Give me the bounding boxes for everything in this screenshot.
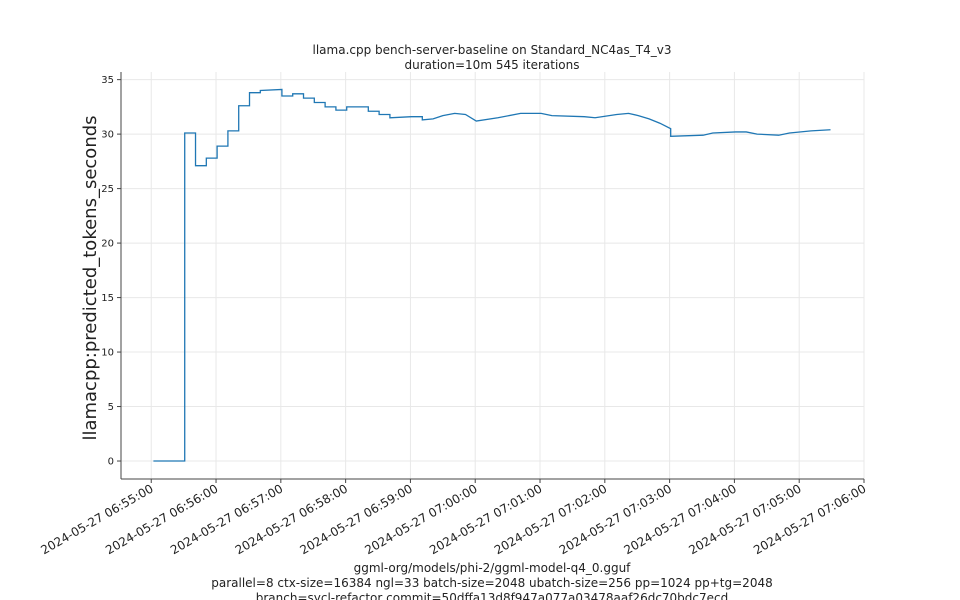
x-tick-label: 2024-05-27 06:57:00 (168, 481, 285, 557)
x-tick-label: 2024-05-27 07:06:00 (751, 481, 868, 557)
x-tick-label: 2024-05-27 06:56:00 (103, 481, 220, 557)
chart-title: llama.cpp bench-server-baseline on Stand… (313, 43, 672, 57)
x-tick-label: 2024-05-27 06:55:00 (38, 481, 155, 557)
x-tick-label: 2024-05-27 06:59:00 (298, 481, 415, 557)
y-tick-label: 35 (101, 75, 114, 86)
y-tick-label: 15 (101, 293, 114, 304)
footer-line: ggml-org/models/phi-2/ggml-model-q4_0.gg… (354, 561, 632, 575)
x-tick-label: 2024-05-27 06:58:00 (233, 481, 350, 557)
x-tick-label: 2024-05-27 07:05:00 (686, 481, 803, 557)
y-tick-label: 5 (108, 402, 114, 413)
y-tick-label: 30 (101, 130, 114, 141)
footer-line: branch=sycl-refactor commit=50dffa13d8f9… (256, 591, 729, 600)
x-tick-label: 2024-05-27 07:02:00 (492, 481, 609, 557)
chart-subtitle: duration=10m 545 iterations (405, 58, 580, 72)
y-tick-label: 10 (101, 348, 114, 359)
data-line (153, 88, 831, 462)
footer-line: parallel=8 ctx-size=16384 ngl=33 batch-s… (211, 576, 772, 590)
x-tick-label: 2024-05-27 07:01:00 (427, 481, 544, 557)
y-axis-label: llamacpp:predicted_tokens_seconds (80, 115, 101, 440)
y-tick-label: 25 (101, 184, 114, 195)
x-tick-label: 2024-05-27 07:03:00 (557, 481, 674, 557)
x-tick-label: 2024-05-27 07:04:00 (622, 481, 739, 557)
x-tick-label: 2024-05-27 07:00:00 (362, 481, 479, 557)
y-tick-label: 0 (108, 457, 114, 468)
y-tick-label: 20 (101, 239, 114, 250)
